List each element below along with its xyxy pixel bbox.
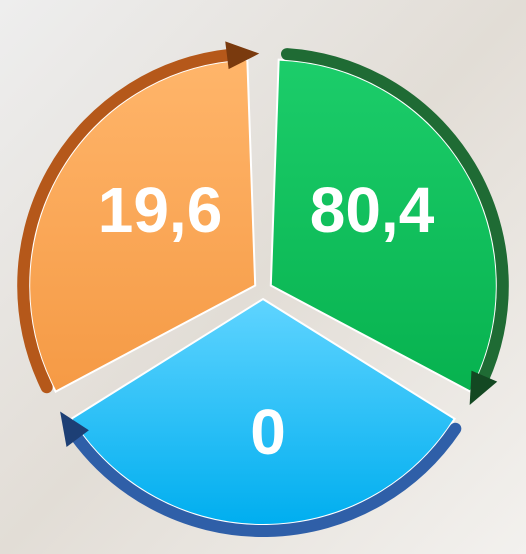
arrow-arc	[280, 48, 509, 386]
segment	[69, 297, 457, 526]
segment	[269, 58, 498, 393]
segment	[28, 58, 257, 393]
segment-label: 0	[250, 396, 286, 468]
arrow-head	[469, 370, 498, 405]
arrow-head	[60, 411, 89, 448]
arrow-head	[225, 41, 260, 70]
arrow-arc	[69, 422, 462, 537]
segment-label: 19,6	[98, 174, 223, 246]
arrow-arc	[17, 48, 237, 394]
segment-label: 80,4	[310, 174, 435, 246]
